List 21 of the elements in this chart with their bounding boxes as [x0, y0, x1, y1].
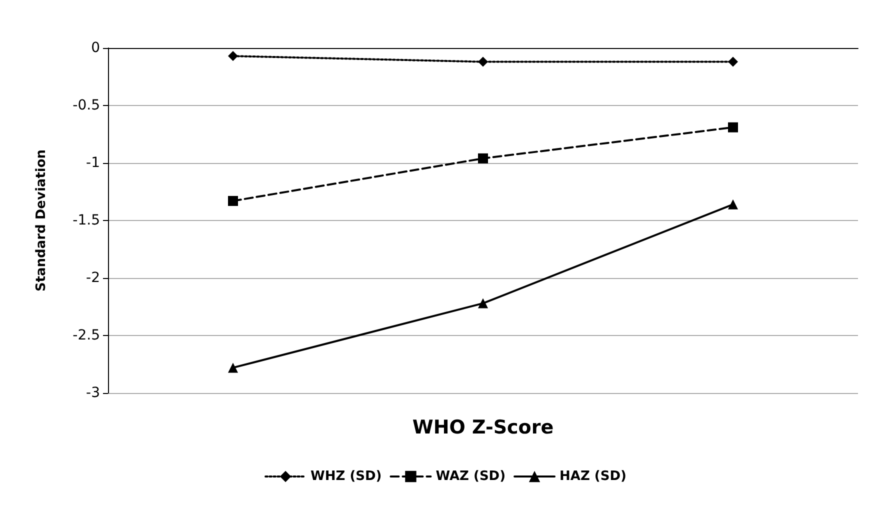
point — [728, 199, 738, 210]
y-axis-title: Standard Deviation — [34, 149, 49, 292]
point — [478, 153, 488, 164]
point — [478, 298, 488, 308]
y-tick-label: -2.5 — [72, 328, 100, 344]
point — [228, 362, 238, 373]
y-tick-label: 0 — [91, 40, 100, 56]
y-tick-label: -2 — [86, 270, 100, 286]
point — [228, 51, 238, 62]
legend-label: HAZ (SD) — [560, 469, 626, 484]
legend-label: WAZ (SD) — [436, 469, 506, 484]
y-tick-label: -0.5 — [72, 98, 100, 114]
point — [228, 196, 238, 206]
x-axis-title: WHO Z-Score — [412, 416, 554, 438]
y-tick-label: -1.5 — [72, 212, 100, 228]
y-tick-label: -1 — [86, 155, 100, 171]
point — [728, 56, 738, 67]
point — [478, 56, 488, 67]
y-tick-label: -3 — [86, 385, 100, 401]
point — [728, 122, 738, 132]
legend-label: WHZ (SD) — [310, 469, 382, 484]
